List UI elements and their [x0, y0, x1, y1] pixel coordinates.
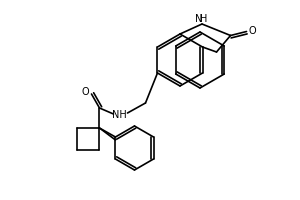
Text: N: N [195, 14, 203, 24]
Text: H: H [200, 14, 208, 24]
Text: NH: NH [112, 110, 127, 120]
Text: O: O [82, 87, 89, 97]
Text: O: O [249, 26, 256, 36]
